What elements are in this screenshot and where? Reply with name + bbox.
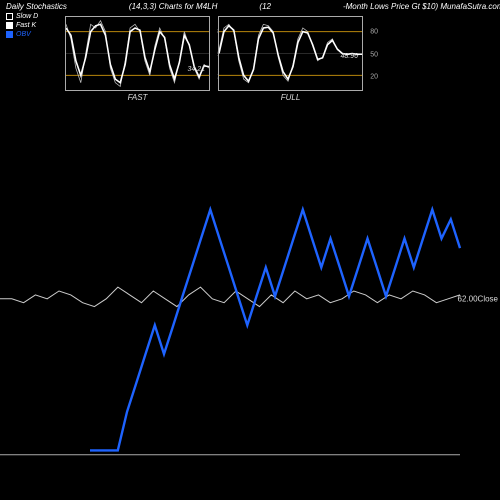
value-annotation: 48.96 [340, 53, 358, 60]
top-charts-row: FAST 80502034.21 FULL 80502048.96 [65, 16, 363, 91]
mini-label-fast: FAST [128, 93, 148, 102]
value-annotation: 34.21 [187, 66, 205, 73]
tick-label: 80 [370, 29, 378, 36]
close-label: 62.00Close [458, 294, 498, 303]
legend-fastk-label: Fast K [16, 21, 36, 30]
legend-slowd: Slow D [6, 12, 38, 21]
legend-obv: OBV [6, 30, 38, 39]
tick-label: 50 [370, 51, 378, 58]
main-chart: 62.00Close [0, 200, 500, 460]
legend-obv-label: OBV [16, 30, 31, 39]
legend-slowd-label: Slow D [16, 12, 38, 21]
legend-fastk: Fast K [6, 21, 38, 30]
mini-label-full: FULL [281, 93, 301, 102]
header-period: (12 [259, 2, 271, 10]
swatch-fastk [6, 22, 13, 29]
header-params: (14,3,3) Charts for M4LH [129, 2, 217, 10]
header: Daily Stochastics (14,3,3) Charts for M4… [0, 0, 500, 12]
tick-label: 20 [370, 74, 378, 81]
header-left: Daily Stochastics [6, 2, 67, 10]
header-right: -Month Lows Price Gt $10) MunafaSutra.co… [343, 2, 500, 10]
swatch-obv [6, 31, 13, 38]
legend: Slow D Fast K OBV [6, 12, 38, 39]
swatch-slowd [6, 13, 13, 20]
mini-chart-full: FULL 80502048.96 [218, 16, 363, 91]
mini-chart-fast: FAST 80502034.21 [65, 16, 210, 91]
